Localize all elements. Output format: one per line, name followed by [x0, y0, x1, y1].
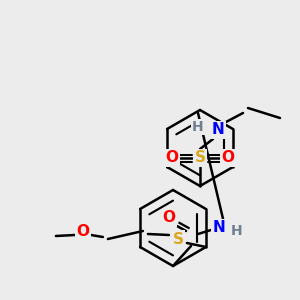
Text: S: S	[194, 151, 206, 166]
Text: H: H	[231, 224, 243, 238]
Text: N: N	[212, 122, 224, 137]
Text: H: H	[192, 120, 204, 134]
Text: O: O	[166, 151, 178, 166]
Text: O: O	[76, 224, 89, 238]
Text: O: O	[163, 211, 176, 226]
Text: O: O	[221, 151, 235, 166]
Text: S: S	[172, 232, 183, 247]
Text: N: N	[213, 220, 225, 236]
